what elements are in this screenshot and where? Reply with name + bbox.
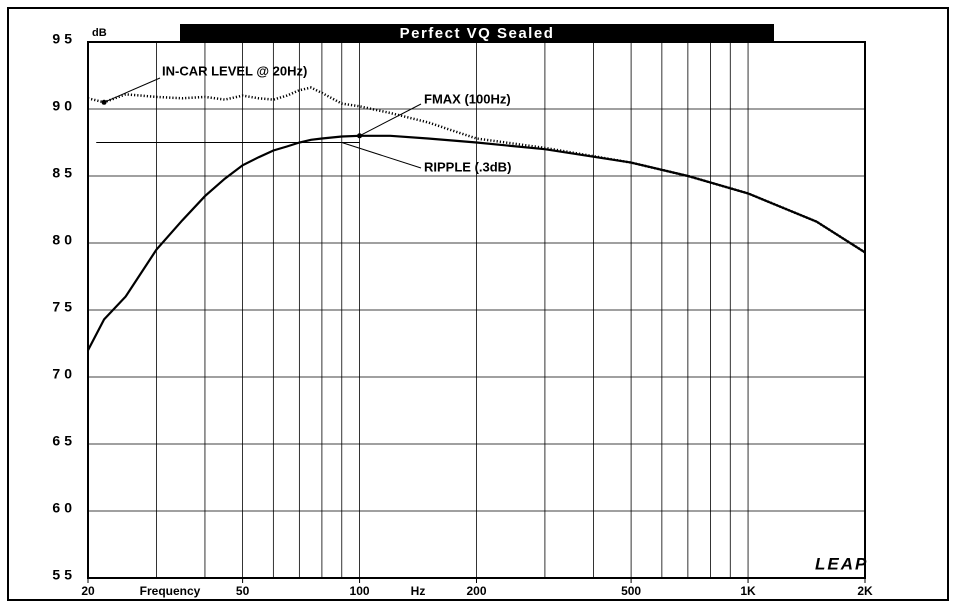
y-tick-label: 80: [52, 232, 76, 248]
y-tick-label: 95: [52, 31, 76, 47]
x-tick-label: 20: [81, 584, 95, 598]
annotation-leader: [359, 103, 422, 137]
x-tick-label: 500: [621, 584, 641, 598]
plot-border: [87, 41, 866, 579]
annotation-point: [101, 99, 107, 105]
y-tick-label: 55: [52, 567, 76, 583]
y-tick-label: 90: [52, 98, 76, 114]
annotation-point: [357, 133, 363, 139]
y-tick-label: 65: [52, 433, 76, 449]
x-axis-unit: Hz: [411, 584, 426, 598]
logo: LEAP: [815, 554, 868, 573]
title-banner: [180, 24, 774, 42]
x-tick-label: 100: [350, 584, 370, 598]
y-tick-label: 70: [52, 366, 76, 382]
x-tick-label: 2K: [857, 584, 873, 598]
x-tick-label: 50: [236, 584, 250, 598]
series-line: [87, 134, 866, 351]
y-tick-label: 60: [52, 500, 76, 516]
x-axis-label: Frequency: [140, 584, 201, 598]
annotation-text: FMAX (100Hz): [424, 91, 511, 106]
y-tick-label: 85: [52, 165, 76, 181]
chart-title: Perfect VQ Sealed: [400, 25, 555, 42]
x-tick-label: 1K: [740, 584, 756, 598]
y-tick-label: 75: [52, 299, 76, 315]
y-axis-label: dB: [92, 27, 107, 39]
annotation-text: RIPPLE (.3dB): [424, 159, 511, 174]
annotation-leader: [341, 142, 422, 169]
annotation-text: IN-CAR LEVEL @ 20Hz): [162, 63, 307, 78]
frame: [7, 7, 949, 601]
annotation-leader: [103, 77, 161, 103]
x-tick-label: 200: [466, 584, 486, 598]
series-line: [87, 86, 866, 254]
